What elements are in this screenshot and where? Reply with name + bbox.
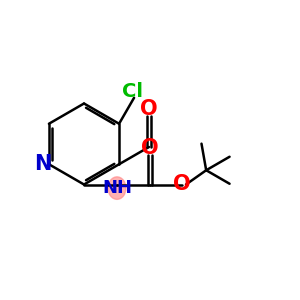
Text: O: O [173,175,191,194]
Text: O: O [141,138,159,158]
Text: NH: NH [102,179,132,197]
Text: N: N [34,154,51,174]
Text: Cl: Cl [122,82,143,101]
Text: O: O [140,99,158,119]
Ellipse shape [108,177,126,199]
